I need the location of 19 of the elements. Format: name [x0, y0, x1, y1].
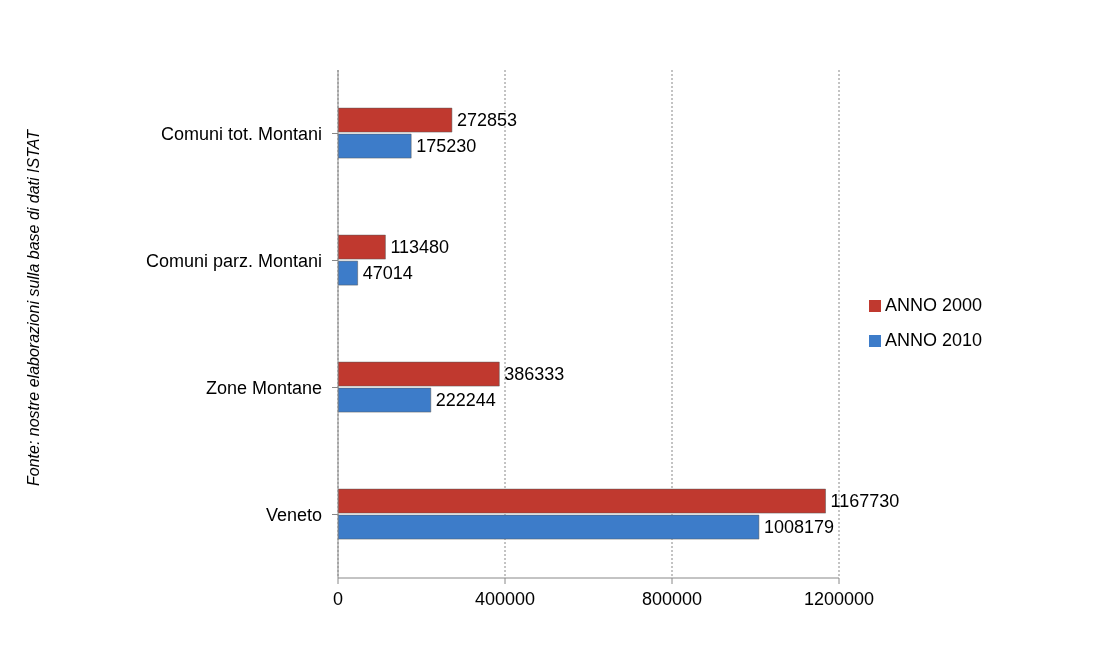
data-label: 175230 — [416, 136, 477, 157]
y-tick-label: Zone Montane — [205, 377, 322, 398]
data-label: 47014 — [362, 263, 413, 284]
data-label: 222244 — [435, 390, 496, 411]
x-tick-label: 0 — [332, 588, 344, 609]
data-label: 113480 — [390, 237, 450, 258]
data-label: 1167730 — [830, 491, 900, 512]
x-tick-label: 400000 — [474, 588, 536, 609]
source-note: Fonte: nostre elaborazioni sulla base di dati ISTAT — [25, 129, 43, 487]
y-tick-label: Comuni tot. Montani — [160, 123, 322, 144]
data-label: 1008179 — [763, 517, 834, 538]
x-tick-label: 800000 — [641, 588, 703, 609]
legend-label: ANNO 2010 — [885, 330, 983, 351]
data-label: 272853 — [456, 110, 517, 131]
data-label: 386333 — [504, 364, 565, 385]
x-tick-label: 1200000 — [803, 588, 875, 609]
legend-label: ANNO 2000 — [885, 295, 983, 316]
y-tick-label: Veneto — [265, 504, 322, 525]
y-tick-label: Comuni parz. Montani — [145, 250, 322, 271]
